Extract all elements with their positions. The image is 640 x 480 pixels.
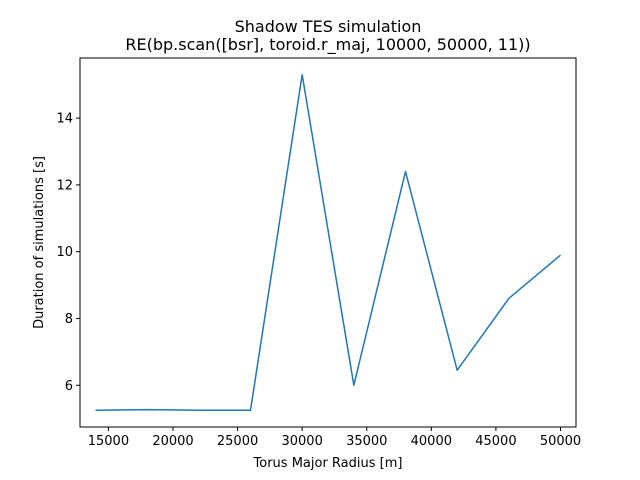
x-tick-label: 50000 [540,434,581,449]
x-tick-label: 40000 [411,434,452,449]
y-tick-label: 8 [65,312,73,327]
x-tick-label: 25000 [217,434,258,449]
tick-layer: 15000 20000 25000 30000 35000 40000 45000 50000… [56,112,581,449]
chart-subtitle: RE(bp.scan([bsr], toroid.r_maj, 10000, 5… [125,35,530,55]
y-tick-label: 14 [56,112,73,127]
y-tick-label: 10 [56,245,73,260]
x-axis-label: Torus Major Radius [m] [253,456,403,471]
x-tick-label: 20000 [152,434,193,449]
x-tick-label: 15000 [88,434,129,449]
x-tick-label: 30000 [281,434,322,449]
series-line [95,73,561,412]
y-tick-label: 12 [56,178,73,193]
x-tick-label: 45000 [475,434,516,449]
series-layer [95,73,561,412]
chart-title: Shadow TES simulation [235,17,422,36]
y-tick-label: 6 [65,379,73,394]
plot-frame [79,57,577,428]
x-tick-label: 35000 [346,434,387,449]
y-axis-label: Duration of simulations [s] [32,156,47,329]
